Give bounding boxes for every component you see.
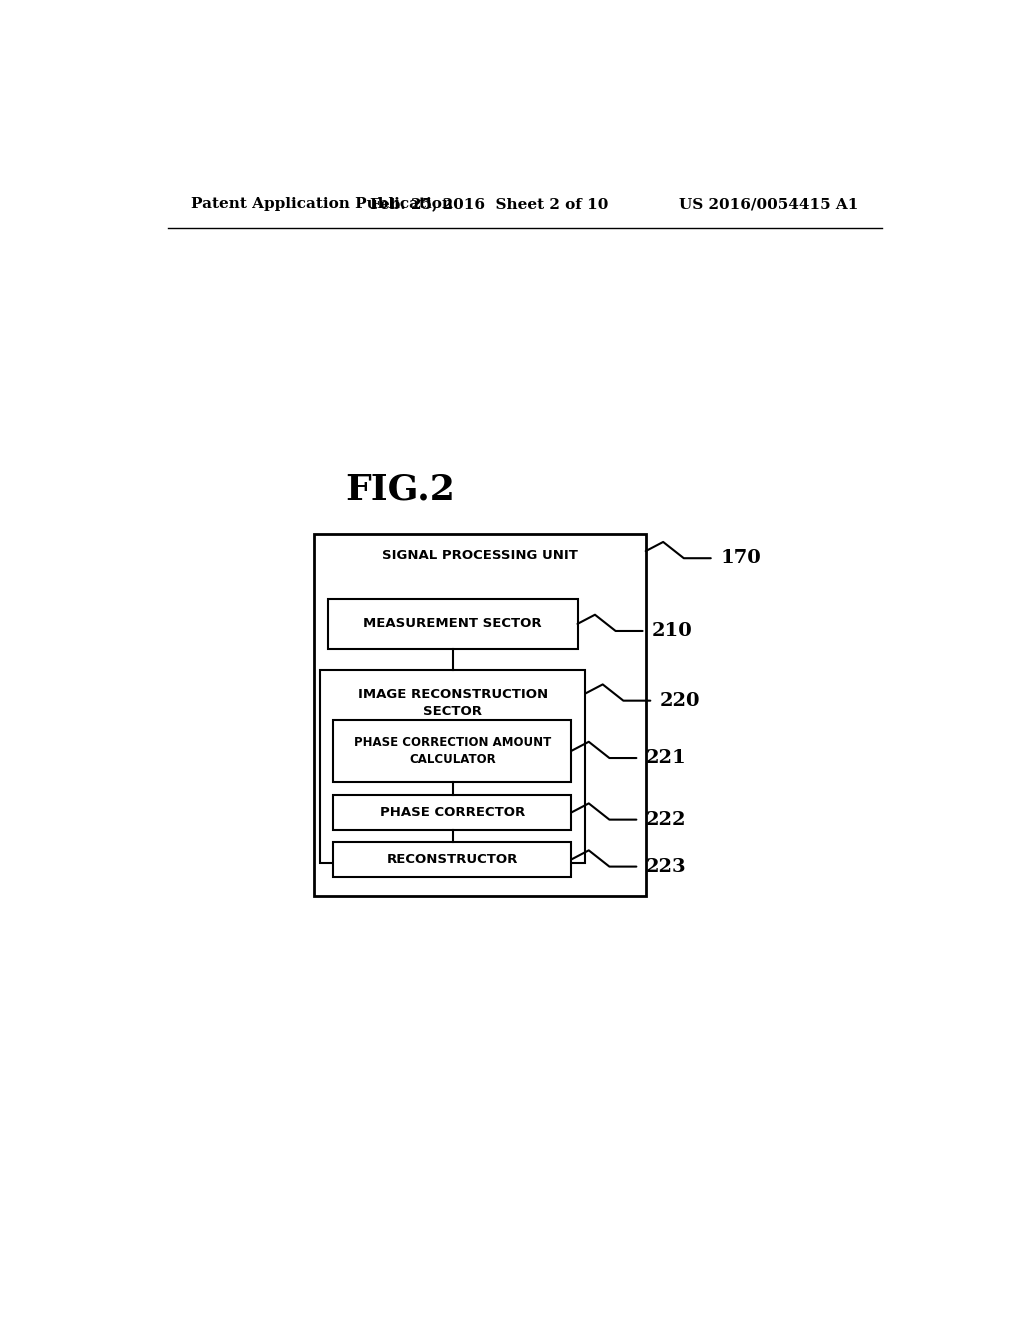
Bar xyxy=(334,719,571,781)
Text: 221: 221 xyxy=(646,748,687,767)
Bar xyxy=(334,842,571,876)
Text: 220: 220 xyxy=(659,692,700,710)
Bar xyxy=(328,599,578,649)
Text: SIGNAL PROCESSING UNIT: SIGNAL PROCESSING UNIT xyxy=(382,549,578,562)
Text: 222: 222 xyxy=(646,810,686,829)
Text: 210: 210 xyxy=(652,622,693,640)
Bar xyxy=(321,671,586,863)
Text: 223: 223 xyxy=(646,858,686,875)
Bar xyxy=(334,795,571,830)
Text: 170: 170 xyxy=(720,549,761,568)
Text: PHASE CORRECTOR: PHASE CORRECTOR xyxy=(380,807,525,818)
Text: Patent Application Publication: Patent Application Publication xyxy=(191,197,454,211)
Text: MEASUREMENT SECTOR: MEASUREMENT SECTOR xyxy=(364,618,542,631)
Text: FIG.2: FIG.2 xyxy=(345,473,455,507)
Text: US 2016/0054415 A1: US 2016/0054415 A1 xyxy=(679,197,858,211)
Text: Feb. 25, 2016  Sheet 2 of 10: Feb. 25, 2016 Sheet 2 of 10 xyxy=(370,197,608,211)
Text: PHASE CORRECTION AMOUNT
CALCULATOR: PHASE CORRECTION AMOUNT CALCULATOR xyxy=(353,737,551,766)
Text: RECONSTRUCTOR: RECONSTRUCTOR xyxy=(387,853,518,866)
Bar xyxy=(314,535,646,896)
Text: IMAGE RECONSTRUCTION
SECTOR: IMAGE RECONSTRUCTION SECTOR xyxy=(357,688,548,718)
